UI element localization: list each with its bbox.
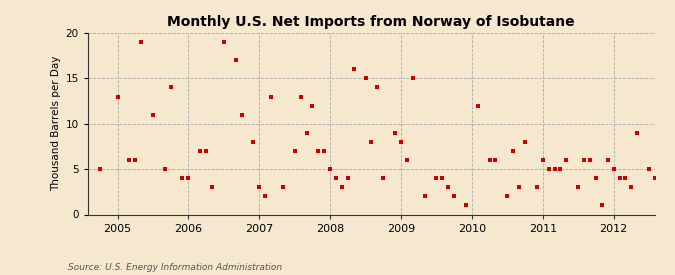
Point xyxy=(484,158,495,162)
Point xyxy=(585,158,595,162)
Point xyxy=(408,76,418,81)
Point xyxy=(378,176,389,180)
Point xyxy=(602,158,613,162)
Point xyxy=(632,131,643,135)
Point xyxy=(578,158,589,162)
Point xyxy=(331,176,342,180)
Point xyxy=(508,149,518,153)
Point xyxy=(159,167,170,171)
Point xyxy=(236,112,247,117)
Point xyxy=(561,158,572,162)
Point xyxy=(112,94,123,99)
Point xyxy=(608,167,619,171)
Point xyxy=(290,149,300,153)
Point xyxy=(195,149,206,153)
Point xyxy=(614,176,625,180)
Point xyxy=(490,158,501,162)
Point xyxy=(502,194,513,199)
Point xyxy=(520,140,531,144)
Point xyxy=(531,185,542,189)
Point xyxy=(360,76,371,81)
Point xyxy=(649,176,660,180)
Point xyxy=(591,176,601,180)
Point xyxy=(148,112,159,117)
Point xyxy=(136,40,146,44)
Point xyxy=(573,185,584,189)
Point xyxy=(342,176,353,180)
Point xyxy=(372,85,383,90)
Point xyxy=(597,203,608,208)
Point xyxy=(472,103,483,108)
Point xyxy=(313,149,324,153)
Point xyxy=(219,40,230,44)
Point xyxy=(301,131,312,135)
Point xyxy=(389,131,400,135)
Text: Source: U.S. Energy Information Administration: Source: U.S. Energy Information Administ… xyxy=(68,263,281,272)
Point xyxy=(277,185,288,189)
Point xyxy=(655,185,666,189)
Point xyxy=(348,67,359,72)
Point xyxy=(449,194,460,199)
Point xyxy=(230,58,241,62)
Point xyxy=(555,167,566,171)
Point xyxy=(130,158,140,162)
Point xyxy=(325,167,335,171)
Point xyxy=(295,94,306,99)
Y-axis label: Thousand Barrels per Day: Thousand Barrels per Day xyxy=(51,56,61,191)
Point xyxy=(165,85,176,90)
Point xyxy=(620,176,631,180)
Point xyxy=(626,185,637,189)
Point xyxy=(396,140,406,144)
Point xyxy=(537,158,548,162)
Point xyxy=(644,167,655,171)
Point xyxy=(95,167,105,171)
Point xyxy=(260,194,271,199)
Point xyxy=(460,203,471,208)
Point xyxy=(443,185,454,189)
Point xyxy=(248,140,259,144)
Point xyxy=(419,194,430,199)
Point xyxy=(543,167,554,171)
Point xyxy=(431,176,442,180)
Point xyxy=(254,185,265,189)
Point xyxy=(307,103,318,108)
Point xyxy=(319,149,329,153)
Point xyxy=(183,176,194,180)
Point xyxy=(124,158,135,162)
Point xyxy=(437,176,448,180)
Point xyxy=(514,185,524,189)
Point xyxy=(366,140,377,144)
Point xyxy=(177,176,188,180)
Point xyxy=(337,185,348,189)
Point xyxy=(266,94,277,99)
Title: Monthly U.S. Net Imports from Norway of Isobutane: Monthly U.S. Net Imports from Norway of … xyxy=(167,15,575,29)
Point xyxy=(200,149,211,153)
Point xyxy=(207,185,217,189)
Point xyxy=(549,167,560,171)
Point xyxy=(402,158,412,162)
